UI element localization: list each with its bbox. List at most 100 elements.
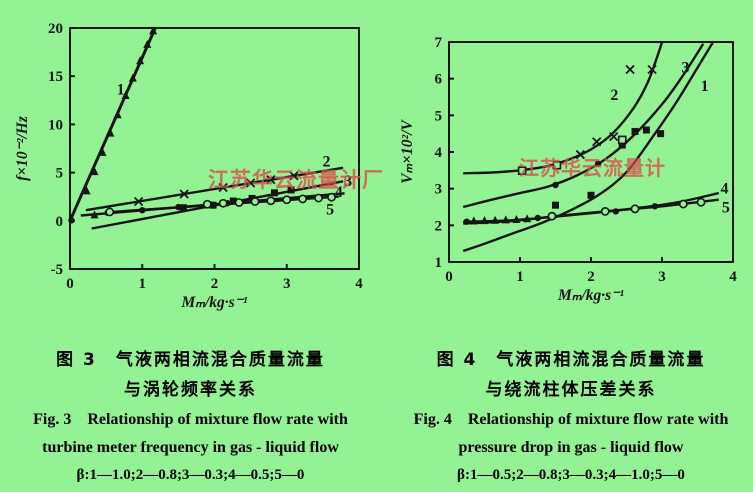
watermark-text-right: 江苏华云流量计 xyxy=(519,156,666,180)
circle-open-marker xyxy=(105,207,115,217)
y-tick-label: -5 xyxy=(51,262,64,278)
y-axis-label: f×10⁻²/Hz xyxy=(14,116,31,181)
x-marker xyxy=(134,196,144,207)
x-tick-label: 3 xyxy=(283,276,291,292)
triangle-marker xyxy=(90,210,99,219)
series-3-line xyxy=(462,43,705,209)
y-tick-label: 4 xyxy=(435,145,443,161)
x-tick-label: 0 xyxy=(66,276,74,292)
x-marker xyxy=(289,171,299,181)
series-1-line xyxy=(462,41,715,253)
square-marker xyxy=(287,186,295,194)
circle-open-marker xyxy=(250,197,260,206)
circle-open-marker xyxy=(547,211,557,221)
circle-marker xyxy=(594,160,602,167)
y-tick-label: 20 xyxy=(48,21,63,37)
square-marker xyxy=(587,191,595,199)
watermark-text-left: 江苏华云流量计厂 xyxy=(208,168,384,192)
square-marker xyxy=(270,189,278,197)
y-tick-label: 5 xyxy=(56,166,64,182)
circle-open-marker xyxy=(298,194,308,204)
triangle-marker xyxy=(106,128,115,137)
figure4-title-zh-line1: 图 4 气液两相流混合质量流量 xyxy=(436,350,706,370)
square-marker xyxy=(631,127,639,135)
circle-open-marker xyxy=(600,206,610,216)
square-open-marker xyxy=(517,166,527,175)
square-marker xyxy=(229,197,237,205)
circle-open-marker xyxy=(202,199,212,209)
triangle-marker xyxy=(128,73,137,82)
y-tick-label: 2 xyxy=(435,218,443,234)
circle-open-marker xyxy=(327,192,336,202)
y-tick-label: 10 xyxy=(48,117,63,133)
triangle-marker xyxy=(82,186,91,195)
x-axis-label: Mₘ/kg·s⁻¹ xyxy=(181,294,248,311)
plot-frame xyxy=(69,27,360,270)
figure4-beta-legend: β:1—0.5;2—0.8;3—0.3;4—1.0;5—0 xyxy=(457,467,685,483)
series-label: 3 xyxy=(344,173,352,190)
triangle-marker xyxy=(98,147,107,156)
y-tick-label: 5 xyxy=(435,108,443,124)
triangle-marker xyxy=(149,26,158,35)
x-tick-label: 0 xyxy=(445,269,453,285)
circle-marker xyxy=(552,181,559,189)
circle-open-marker xyxy=(630,204,640,214)
figure4-caption: 图 4 气液两相流混合质量流量 与绕流柱体压差关系 Fig. 4 Relatio… xyxy=(396,352,746,483)
circle-open-marker xyxy=(266,196,276,206)
series-2-line xyxy=(463,41,664,175)
circle-open-marker xyxy=(678,199,688,209)
figure4-title-en-line1: Fig. 4 Relationship of mixture flow rate… xyxy=(413,411,729,428)
series-label: 2 xyxy=(322,154,330,171)
x-tick-label: 3 xyxy=(658,269,666,285)
series-5-line xyxy=(463,198,719,225)
series-1-line xyxy=(68,27,157,222)
triangle-marker xyxy=(113,110,122,119)
circle-open-marker xyxy=(234,198,244,207)
x-marker xyxy=(609,131,619,142)
triangle-marker xyxy=(136,56,145,65)
y-tick-label: 0 xyxy=(56,214,64,230)
figure3-title-en-line1: Fig. 3 Relationship of mixture flow rate… xyxy=(33,411,348,428)
square-open-marker xyxy=(617,135,627,145)
series-2-line xyxy=(85,166,344,212)
circle-open-marker xyxy=(314,193,323,203)
circle-open-marker xyxy=(282,195,292,205)
triangle-marker xyxy=(121,90,130,99)
y-axis-label: Vₘ×10²/V xyxy=(399,119,416,184)
figure4-title-zh-line2: 与绕流柱体压差关系 xyxy=(485,380,657,400)
square-open-marker xyxy=(552,160,562,170)
series-label: 3 xyxy=(681,60,689,77)
y-tick-label: 15 xyxy=(48,69,63,85)
series-label: 4 xyxy=(720,181,728,198)
figure3-title-en-line2: turbine meter frequency in gas - liquid … xyxy=(42,439,339,456)
x-marker xyxy=(625,64,635,75)
x-marker xyxy=(647,64,657,75)
x-marker xyxy=(592,137,602,147)
series-label: 5 xyxy=(722,200,730,217)
figure3-title-zh-line2: 与涡轮频率关系 xyxy=(124,380,257,400)
figure3-caption: 图 3 气液两相流混合质量流量 与涡轮频率关系 Fig. 3 Relations… xyxy=(18,352,363,483)
x-marker xyxy=(266,175,276,185)
series-label: 1 xyxy=(117,82,125,99)
triangle-marker xyxy=(90,167,99,176)
figure3-title-zh-line1: 图 3 气液两相流混合质量流量 xyxy=(56,350,325,370)
series-label: 4 xyxy=(335,184,343,201)
x-axis-label: Mₘ/kg·s⁻¹ xyxy=(557,287,624,304)
series-label: 1 xyxy=(701,78,709,95)
square-marker xyxy=(642,126,650,134)
x-tick-label: 4 xyxy=(355,276,363,292)
x-tick-label: 2 xyxy=(211,276,219,292)
y-tick-label: 1 xyxy=(435,255,443,271)
x-tick-label: 1 xyxy=(516,269,524,285)
x-tick-label: 2 xyxy=(587,269,595,285)
x-marker xyxy=(218,182,228,193)
circle-marker xyxy=(68,217,75,224)
square-marker xyxy=(657,130,665,138)
square-marker xyxy=(552,201,559,209)
x-marker xyxy=(245,178,256,188)
circle-open-marker xyxy=(696,197,706,207)
figure3-beta-legend: β:1—1.0;2—0.8;3—0.3;4—0.5;5—0 xyxy=(76,467,305,483)
series-label: 5 xyxy=(326,202,334,219)
